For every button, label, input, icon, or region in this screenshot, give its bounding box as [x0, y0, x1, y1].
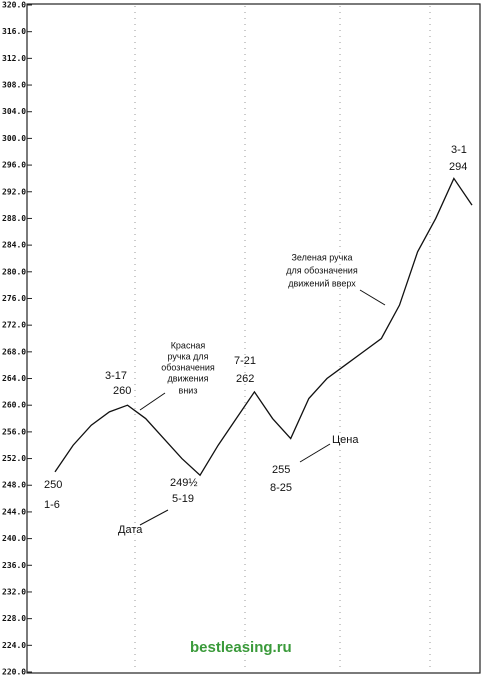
vertical-dots [134, 6, 431, 670]
y-tick-label: 276.0 [2, 294, 26, 303]
y-tick-label: 320.0 [2, 1, 26, 10]
y-tick-label: 284.0 [2, 241, 26, 250]
y-tick-label: 272.0 [2, 321, 26, 330]
y-tick-label: 280.0 [2, 267, 26, 276]
annotation: 8-25 [270, 482, 292, 494]
swing-line [54, 177, 473, 477]
annotation: обозначения [161, 362, 215, 372]
y-tick-label: 240.0 [2, 534, 26, 543]
y-tick-label: 244.0 [2, 507, 26, 516]
y-tick-label: 256.0 [2, 427, 26, 436]
y-tick-label: 236.0 [2, 561, 26, 570]
annotation: Зеленая ручка [292, 252, 353, 262]
annotation: 294 [449, 161, 467, 173]
y-tick-label: 312.0 [2, 54, 26, 63]
annotation: 260 [113, 385, 131, 397]
y-tick-label: 260.0 [2, 401, 26, 410]
annotation: 7-21 [234, 355, 256, 367]
annotation: 3-17 [105, 370, 127, 382]
pointer [299, 443, 331, 463]
y-tick-label: 248.0 [2, 481, 26, 490]
y-tick-label: 224.0 [2, 641, 26, 650]
pointer [139, 509, 169, 526]
y-tick-label: 300.0 [2, 134, 26, 143]
watermark: bestleasing.ru [190, 639, 292, 656]
y-tick-label: 308.0 [2, 81, 26, 90]
annotation: 250 [44, 479, 62, 491]
annotation: вниз [179, 385, 198, 395]
y-tick-label: 220.0 [2, 668, 26, 677]
y-tick-label: 252.0 [2, 454, 26, 463]
y-tick-label: 232.0 [2, 587, 26, 596]
frame [26, 3, 481, 674]
annotation: Дата [118, 524, 143, 536]
y-tick-label: 288.0 [2, 214, 26, 223]
y-tick-label: 268.0 [2, 347, 26, 356]
annotation: движения [168, 373, 209, 383]
annotation: Цена [332, 434, 359, 446]
annotation: ручка для [167, 351, 208, 361]
y-tick-label: 304.0 [2, 107, 26, 116]
annotation: 3-1 [451, 144, 467, 156]
annotation: 249½ [170, 477, 198, 489]
pointer [139, 392, 166, 411]
y-tick-label: 316.0 [2, 27, 26, 36]
y-tick-label: 228.0 [2, 614, 26, 623]
annotation: 1-6 [44, 499, 60, 511]
annotation: для обозначения [286, 265, 358, 275]
y-tick-label: 296.0 [2, 161, 26, 170]
y-tick-label: 264.0 [2, 374, 26, 383]
annotation: Красная [171, 340, 206, 350]
annotation: движений вверх [288, 278, 356, 288]
y-tick-label: 292.0 [2, 187, 26, 196]
annotation: 255 [272, 464, 290, 476]
pointer [359, 289, 386, 306]
annotation: 5-19 [172, 493, 194, 505]
annotation: 262 [236, 373, 254, 385]
